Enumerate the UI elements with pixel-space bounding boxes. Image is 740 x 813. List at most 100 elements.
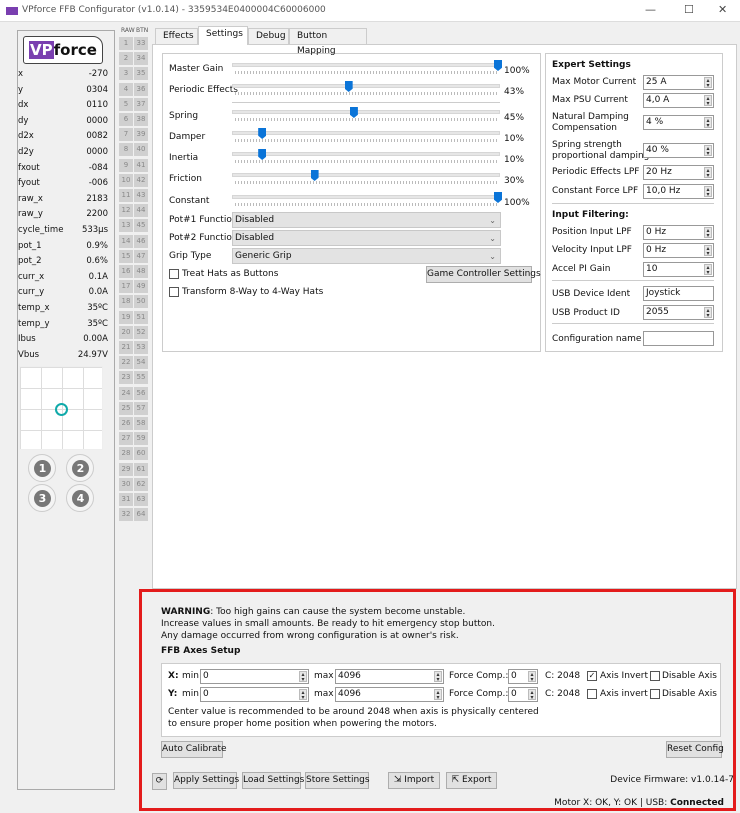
spin-arrows-icon[interactable]: ▴ ▾ [528,689,536,701]
spin-arrows-icon[interactable]: ▴ ▾ [704,95,712,107]
button-indicator-14: 14 [119,234,133,248]
spin-arrows-icon[interactable]: ▴ ▾ [704,167,712,179]
spin-arrows-icon[interactable]: ▴ ▾ [704,145,712,157]
constant-slider-thumb[interactable] [494,192,502,203]
tab-effects[interactable]: Effects [155,28,198,44]
button-indicator-61: 61 [134,462,148,476]
pot-2-function-dropdown[interactable]: Disabled ⌄ [232,230,501,246]
apply-settings-button[interactable]: Apply Settings [173,772,239,789]
filter-spinbox-2[interactable]: 10 ▴ ▾ [643,262,714,277]
y-axis-label: Y: [168,689,178,699]
checkbox-2[interactable] [169,287,179,297]
friction-slider-thumb[interactable] [310,170,319,181]
y-axis-invert-checkbox[interactable] [587,689,597,699]
spring-slider-thumb[interactable] [349,107,358,118]
x-force-comp-spinbox[interactable]: 0 ▴ ▾ [508,669,538,684]
expert-spinbox-1[interactable]: 4,0 A ▴ ▾ [643,93,714,108]
store-settings-button[interactable]: Store Settings [305,772,370,789]
button-indicator-27: 27 [119,432,133,446]
y-force-comp-spinbox[interactable]: 0 ▴ ▾ [508,687,538,702]
button-indicator-20: 20 [119,325,133,339]
spin-arrows-icon[interactable]: ▴ ▾ [434,671,442,683]
stat-value: -006 [88,178,108,189]
periodic-effects-slider-thumb[interactable] [344,81,353,92]
y-max-spinbox[interactable]: 4096 ▴ ▾ [335,687,444,702]
expert-spinbox-2[interactable]: 4 % ▴ ▾ [643,115,714,130]
auto-calibrate-button[interactable]: Auto Calibrate [161,741,227,758]
stat-label: dx [18,100,29,111]
spring-slider-track[interactable] [232,110,500,114]
button-indicator-47: 47 [134,249,148,263]
stat-value: 0.6% [86,256,108,267]
filter-spinbox-0[interactable]: 0 Hz ▴ ▾ [643,225,714,240]
spin-arrows-icon[interactable]: ▴ ▾ [528,671,536,683]
spinbox-value: 25 A [646,77,667,87]
config-name-input[interactable] [643,331,714,346]
usb-ident-input[interactable]: Joystick [643,286,714,301]
refresh-icon[interactable]: ⟳ [152,773,167,790]
spin-arrows-icon[interactable]: ▴ ▾ [704,77,712,89]
hat-button-1: 1 [28,454,56,482]
expert-spinbox-3[interactable]: 40 % ▴ ▾ [643,143,714,158]
constant-slider-track[interactable] [232,195,500,199]
expert-label-4: Periodic Effects LPF [552,167,640,177]
spin-arrows-icon[interactable]: ▴ ▾ [299,671,307,683]
x-max-spinbox[interactable]: 4096 ▴ ▾ [335,669,444,684]
damper-slider-thumb[interactable] [258,128,267,139]
spin-arrows-icon[interactable]: ▴ ▾ [704,227,712,239]
game-controller-settings-button[interactable]: Game Controller Settings [426,266,541,283]
tab-debug[interactable]: Debug [248,28,289,44]
master-gain-slider-thumb[interactable] [494,60,502,71]
load-settings-button[interactable]: Load Settings [242,772,304,789]
x-disable-axis-checkbox[interactable] [650,671,660,681]
export-button[interactable]: ⇱ Export [446,772,497,789]
button-indicator-15: 15 [119,249,133,263]
reset-config-button[interactable]: Reset Config [666,741,724,758]
y-min-spinbox[interactable]: 0 ▴ ▾ [200,687,309,702]
periodic-effects-value: 43% [504,87,525,97]
import-button[interactable]: ⇲ Import [388,772,440,789]
button-indicator-26: 26 [119,417,133,430]
y-max-label: max [314,689,334,699]
stat-label: fxout [18,162,40,173]
periodic-effects-slider-track[interactable] [232,84,500,88]
warning-line-1: WARNING: Too high gains can cause the sy… [161,607,466,617]
joystick-cursor-icon [55,403,68,416]
expert-label-0: Max Motor Current [552,77,637,87]
button-indicator-46: 46 [134,234,148,248]
spinbox-value: 10 [646,264,658,274]
tab-button-mapping[interactable]: Button Mapping [289,28,367,56]
spinbox-value: 4096 [338,671,361,681]
minimize-button[interactable]: — [645,3,656,16]
pot-1-function-dropdown[interactable]: Disabled ⌄ [232,212,501,228]
expert-spinbox-4[interactable]: 20 Hz ▴ ▾ [643,165,714,180]
y-disable-axis-checkbox[interactable] [650,689,660,699]
damper-slider-track[interactable] [232,131,500,135]
tab-settings[interactable]: Settings [198,26,248,45]
master-gain-slider-track[interactable] [232,63,500,67]
stat-value: 0000 [86,115,108,126]
spin-arrows-icon[interactable]: ▴ ▾ [704,245,712,257]
filter-spinbox-1[interactable]: 0 Hz ▴ ▾ [643,243,714,258]
spin-arrows-icon[interactable]: ▴ ▾ [704,186,712,198]
expert-spinbox-0[interactable]: 25 A ▴ ▾ [643,75,714,90]
spin-arrows-icon[interactable]: ▴ ▾ [434,689,442,701]
maximize-button[interactable]: ☐ [684,3,694,16]
inertia-slider-track[interactable] [232,152,500,156]
hat-button-2: 2 [66,454,94,482]
x-min-spinbox[interactable]: 0 ▴ ▾ [200,669,309,684]
expert-spinbox-5[interactable]: 10,0 Hz ▴ ▾ [643,184,714,199]
spin-arrows-icon[interactable]: ▴ ▾ [704,307,712,319]
spin-arrows-icon[interactable]: ▴ ▾ [704,117,712,129]
spin-arrows-icon[interactable]: ▴ ▾ [299,689,307,701]
friction-slider-track[interactable] [232,173,500,177]
stat-value: 533µs [81,225,108,235]
close-button[interactable]: ✕ [718,3,728,16]
x-axis-invert-checkbox[interactable]: ✓ [587,671,597,681]
button-indicator-48: 48 [134,265,148,278]
grip-type-dropdown[interactable]: Generic Grip ⌄ [232,248,501,264]
inertia-slider-thumb[interactable] [258,149,267,160]
spin-arrows-icon[interactable]: ▴ ▾ [704,264,712,276]
checkbox-1[interactable] [169,269,179,279]
usb-pid-spinbox[interactable]: 2055 ▴ ▾ [643,305,714,320]
